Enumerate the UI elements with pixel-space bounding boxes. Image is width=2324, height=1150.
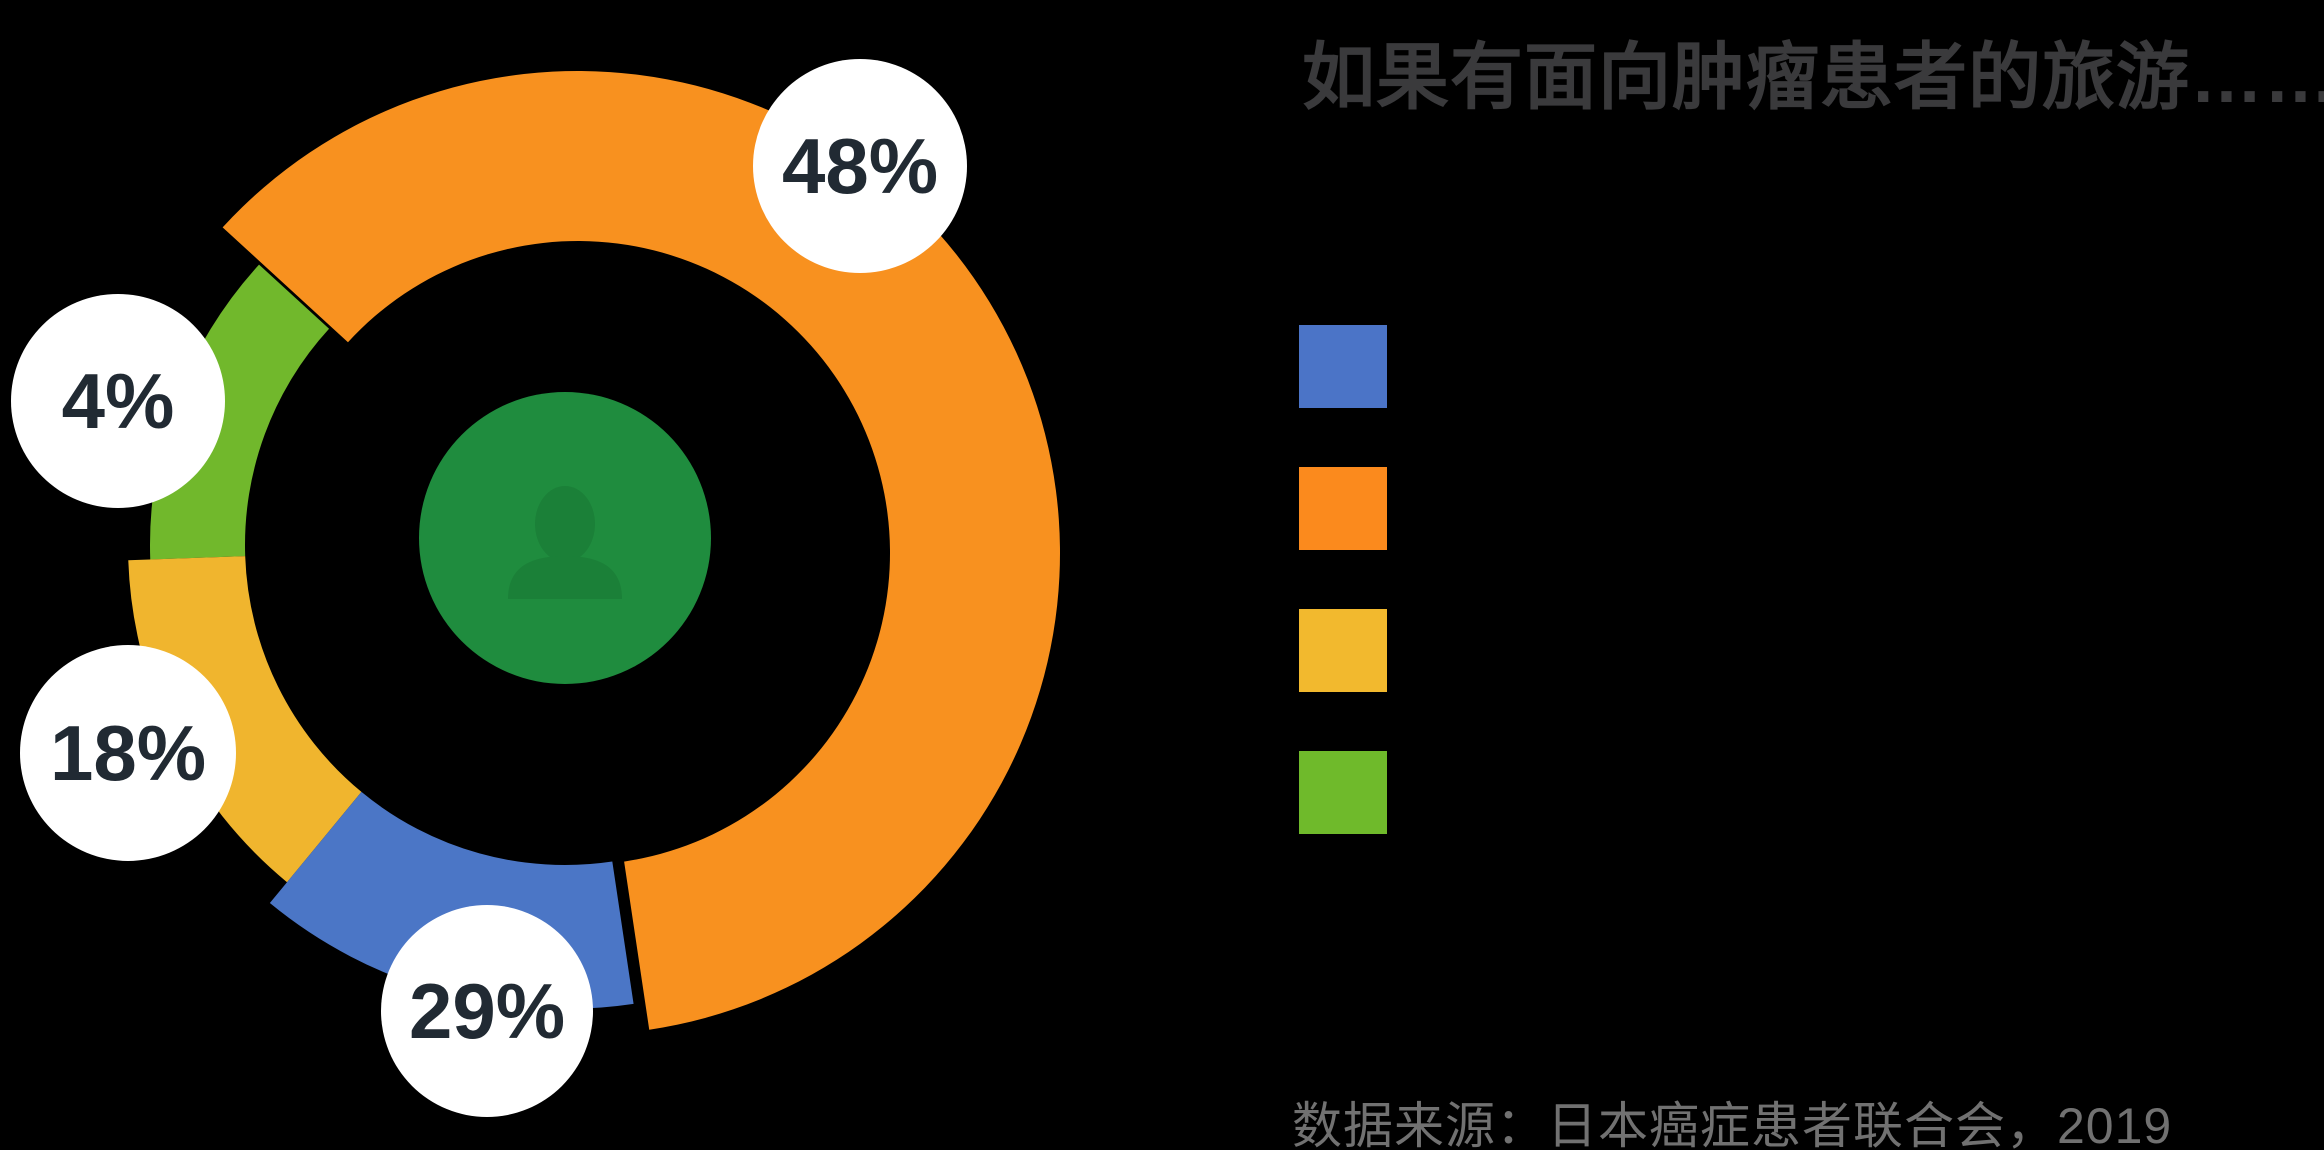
label-text-blue: 29% bbox=[409, 967, 565, 1055]
chart-title: 如果有面向肿瘤患者的旅游…… bbox=[1302, 37, 2324, 118]
donut-segment-yellow bbox=[128, 556, 362, 883]
label-text-yellow: 18% bbox=[50, 709, 206, 797]
person-icon-body bbox=[508, 556, 622, 599]
source-note: 数据来源：日本癌症患者联合会，2019 bbox=[1292, 1098, 2173, 1150]
label-bubble-yellow bbox=[20, 645, 236, 861]
legend-swatch-blue bbox=[1299, 325, 1387, 408]
label-bubble-green bbox=[11, 294, 225, 508]
person-icon bbox=[535, 486, 595, 562]
legend-swatch-yellow bbox=[1299, 609, 1387, 692]
donut-chart: 48% 29% 18% 4% bbox=[11, 59, 1060, 1117]
label-text-orange: 48% bbox=[782, 122, 938, 210]
legend-swatch-green bbox=[1299, 751, 1387, 834]
donut-segment-orange bbox=[222, 71, 1060, 1030]
legend-swatch-orange bbox=[1299, 467, 1387, 550]
label-text-green: 4% bbox=[62, 357, 175, 445]
label-bubble-orange bbox=[753, 59, 967, 273]
legend bbox=[1299, 325, 1387, 893]
donut-segment-green bbox=[149, 264, 330, 560]
label-bubble-blue bbox=[381, 905, 593, 1117]
